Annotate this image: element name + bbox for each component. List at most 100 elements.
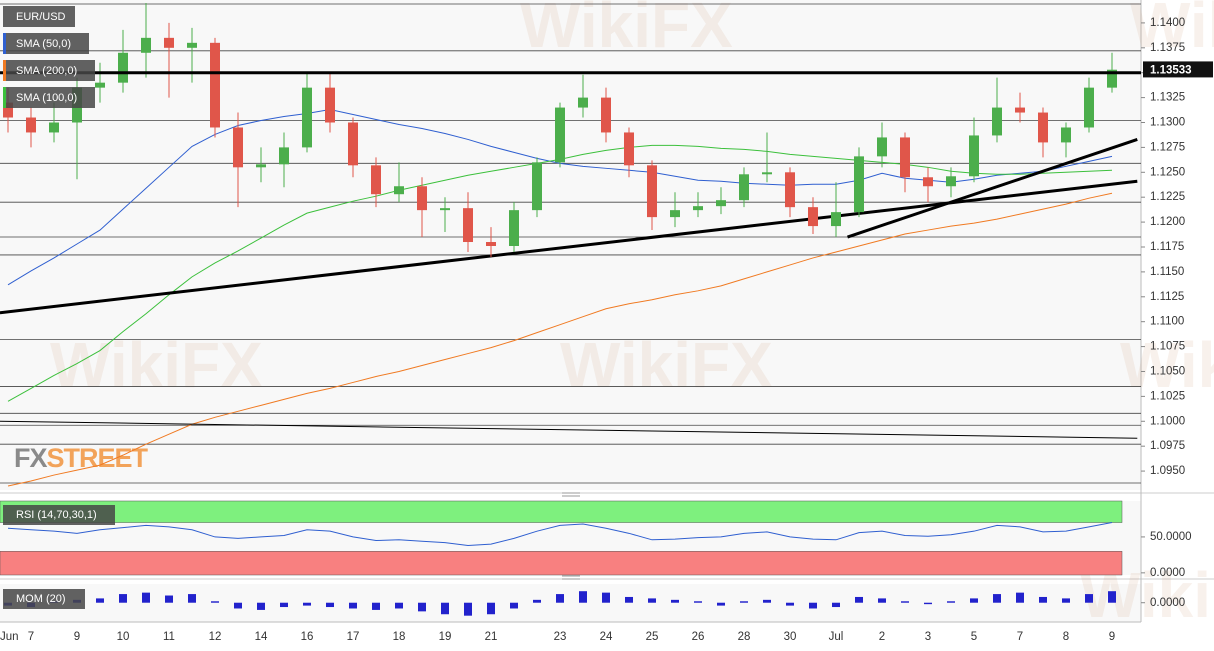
- watermark: WikiFX: [50, 329, 263, 401]
- mom-bar: [326, 602, 334, 608]
- x-tick-label: 5: [971, 631, 977, 643]
- candle-body: [440, 208, 450, 211]
- y-tick-label: 1.1375: [1150, 42, 1185, 54]
- y-tick-label: 0.0000: [1150, 597, 1185, 609]
- candle-body: [256, 164, 266, 168]
- x-tick-label: 12: [209, 631, 222, 643]
- candle-body: [670, 210, 680, 218]
- y-tick-label: 1.1000: [1150, 415, 1185, 427]
- x-tick-label: 23: [554, 631, 567, 643]
- y-tick-label: 1.1025: [1150, 390, 1185, 402]
- candle-body: [808, 207, 818, 227]
- mom-bar: [832, 602, 840, 608]
- mom-bar: [1108, 591, 1116, 603]
- y-tick-label: 1.1175: [1150, 241, 1184, 253]
- mom-bar: [1016, 592, 1024, 603]
- legend-swatch: [3, 33, 6, 54]
- mom-bar: [96, 598, 104, 603]
- legend-swatch: [3, 87, 6, 108]
- y-tick-label: 1.1250: [1150, 166, 1185, 178]
- x-tick-label: 8: [1063, 631, 1069, 643]
- legend-label: SMA (50,0): [16, 38, 71, 50]
- candle-body: [555, 107, 565, 163]
- mom-bar: [740, 601, 748, 603]
- mom-bar: [188, 594, 196, 603]
- logo: FXSTREET: [14, 443, 149, 473]
- legend-box: [3, 6, 75, 27]
- panel-title-box: [3, 505, 115, 525]
- candle-body: [417, 186, 427, 211]
- candle-body: [877, 137, 887, 157]
- mom-bar: [947, 601, 955, 603]
- candle-body: [302, 87, 312, 148]
- candle-body: [233, 127, 243, 168]
- candle-body: [49, 122, 59, 133]
- x-tick-label: 7: [28, 631, 34, 643]
- mom-bar: [211, 601, 219, 603]
- x-tick-label: 26: [692, 631, 705, 643]
- y-tick-label: 1.1225: [1150, 191, 1185, 203]
- candle-body: [739, 174, 749, 201]
- y-tick-label: 1.0975: [1150, 440, 1185, 452]
- mom-bar: [786, 602, 794, 606]
- x-tick-label: 3: [925, 631, 931, 643]
- watermark: WikiFX: [520, 0, 733, 61]
- mom-bar: [510, 602, 518, 609]
- x-tick-label: 28: [738, 631, 751, 643]
- y-tick-label: 1.1125: [1150, 291, 1184, 303]
- divider-grip: [562, 492, 580, 580]
- x-tick-label: 24: [600, 631, 613, 643]
- mom-bar: [1062, 598, 1070, 603]
- x-tick-label: 17: [347, 631, 360, 643]
- mom-bar: [418, 602, 426, 612]
- trend-line: [847, 138, 1138, 239]
- x-tick-label: 19: [439, 631, 452, 643]
- candle-body: [1107, 69, 1117, 88]
- mom-bar: [349, 602, 357, 609]
- logo-part: STREET: [47, 443, 149, 473]
- logo-part: FX: [14, 443, 47, 473]
- x-tick-label: 18: [393, 631, 406, 643]
- candle-body: [831, 212, 841, 227]
- mom-bar: [257, 602, 265, 610]
- candle-body: [187, 42, 197, 48]
- y-tick-label: 50.0000: [1150, 531, 1192, 543]
- y-tick-label: 1.1325: [1150, 92, 1185, 104]
- mom-bar: [142, 592, 150, 603]
- mom-bar: [901, 601, 909, 603]
- mom-bar: [579, 591, 587, 603]
- legend-box: [3, 33, 89, 54]
- rsi-band: [0, 551, 1123, 576]
- plot-area: [0, 0, 1141, 490]
- candle-body: [693, 206, 703, 211]
- x-tick-label: Jul: [829, 631, 844, 643]
- candle-body: [509, 210, 519, 246]
- watermark: WikiFX: [560, 329, 773, 401]
- candle-body: [578, 97, 588, 108]
- mom-bar: [556, 594, 564, 603]
- rsi-band: [0, 500, 1123, 523]
- mom-bar: [395, 602, 403, 609]
- mom-bar: [924, 602, 932, 605]
- mom-bar: [1039, 596, 1047, 603]
- x-tick-label: 2: [879, 631, 885, 643]
- mom-bar: [165, 595, 173, 603]
- x-tick-label: 9: [74, 631, 80, 643]
- mom-bar: [694, 601, 702, 603]
- mom-bar: [119, 594, 127, 603]
- y-tick-label: 1.1100: [1150, 316, 1184, 328]
- x-tick-label: 16: [301, 631, 314, 643]
- candle-body: [26, 117, 36, 133]
- y-tick-label: 1.1275: [1150, 141, 1185, 153]
- mom-bar: [1085, 594, 1093, 603]
- candle-body: [1084, 87, 1094, 128]
- panel-title: RSI (14,70,30,1): [16, 509, 97, 521]
- mom-area: [0, 584, 1141, 622]
- candle-body: [325, 87, 335, 123]
- watermark: WikiFX: [1130, 0, 1214, 61]
- candle-body: [164, 37, 174, 48]
- mom-bar: [303, 602, 311, 606]
- x-tick-label: 10: [117, 631, 130, 643]
- candle-body: [624, 132, 634, 166]
